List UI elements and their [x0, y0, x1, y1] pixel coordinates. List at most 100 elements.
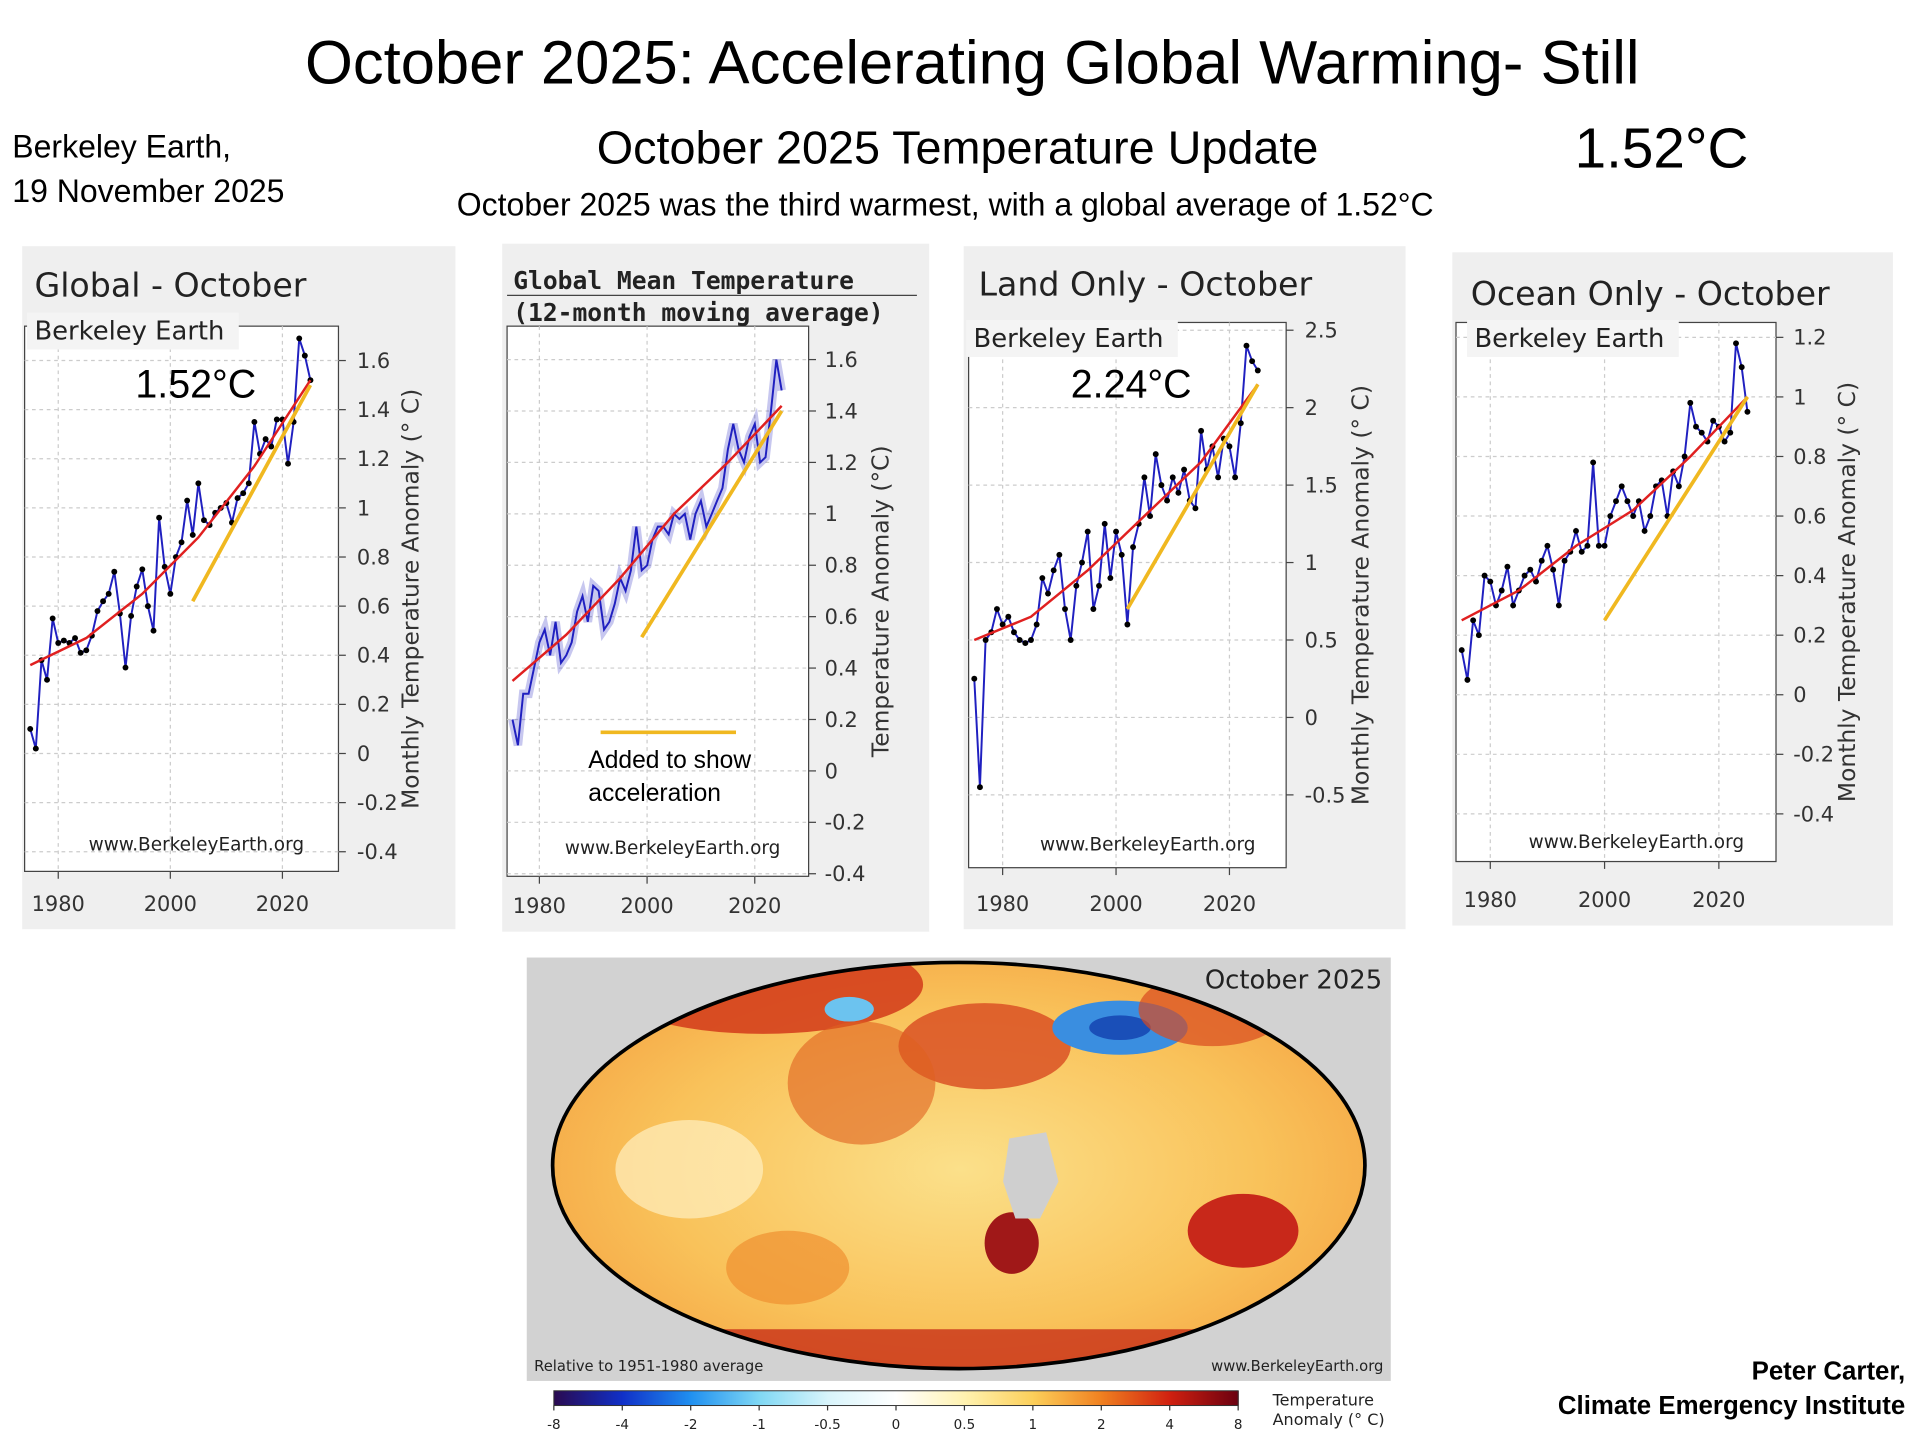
acceleration-line [191, 384, 313, 603]
data-point [1084, 528, 1091, 535]
y-tick-label: 0.8 [357, 545, 390, 569]
colorbar-segment [759, 1390, 829, 1406]
y-tick-label: 0.8 [825, 554, 858, 578]
data-point [1130, 544, 1137, 551]
y-tick-label: 1 [1793, 385, 1806, 409]
watermark: www.BerkeleyEarth.org [89, 834, 304, 855]
chart-title: Ocean Only - October [1471, 274, 1830, 313]
x-tick-label: 2000 [620, 894, 673, 918]
data-point [1555, 602, 1562, 609]
data-point [1118, 551, 1125, 558]
source-box [966, 320, 1178, 357]
y-axis-label: Monthly Temperature Anomaly (° C) [396, 389, 424, 809]
colorbar-segment [690, 1390, 760, 1406]
colorbar-tick-label: 0.5 [954, 1417, 976, 1433]
slide-title: October 2025: Accelerating Global Warmin… [305, 29, 1640, 98]
source-label: Berkeley Earth [974, 324, 1164, 354]
colorbar-tick-label: 4 [1165, 1417, 1174, 1433]
x-tick-label: 2020 [728, 894, 781, 918]
colorbar-tick-label: 2 [1097, 1417, 1106, 1433]
map-note: Relative to 1951-1980 average [534, 1358, 763, 1375]
data-point [60, 637, 67, 644]
data-point [150, 627, 157, 634]
map-title: October 2025 [1205, 965, 1382, 995]
map-outline [550, 960, 1367, 1371]
data-point [1607, 513, 1614, 520]
y-tick-label: 0.6 [357, 595, 390, 619]
data-point [1510, 602, 1517, 609]
data-point [1005, 613, 1012, 620]
colorbar-label: Anomaly (° C) [1273, 1410, 1385, 1429]
y-tick-label: 0.5 [1305, 628, 1338, 652]
data-point [296, 335, 303, 342]
colorbar-label: Temperature [1272, 1391, 1374, 1410]
y-tick-label: 0 [1793, 683, 1806, 707]
update-title: October 2025 Temperature Update [597, 122, 1319, 174]
colorbar-tick-label: -0.5 [814, 1417, 840, 1433]
y-tick-label: 1.6 [357, 349, 390, 373]
colorbar-segment [896, 1390, 966, 1406]
data-point [1033, 621, 1040, 628]
x-tick-label: 2020 [1692, 888, 1745, 912]
y-tick-label: -0.2 [1793, 743, 1834, 767]
colorbar-tick-label: -8 [547, 1417, 560, 1433]
y-tick-label: 0.2 [825, 708, 858, 732]
data-point [1215, 474, 1222, 481]
watermark: www.BerkeleyEarth.org [1040, 834, 1255, 855]
data-point [184, 497, 191, 504]
data-point [1687, 399, 1694, 406]
colorbar-tick-label: -2 [684, 1417, 697, 1433]
data-point [1096, 582, 1102, 589]
data-point [1464, 676, 1471, 683]
source-line: Berkeley Earth, [12, 129, 231, 165]
y-tick-label: -0.2 [825, 811, 866, 835]
data-point [1141, 474, 1148, 481]
data-point [1744, 408, 1751, 415]
data-point [1578, 548, 1585, 555]
data-point [201, 517, 207, 524]
source-box [1467, 320, 1679, 357]
colorbar-tick-label: 0 [892, 1417, 901, 1433]
x-tick-label: 1980 [976, 892, 1029, 916]
data-point [1584, 542, 1591, 549]
chart-title: Land Only - October [978, 264, 1312, 303]
acceleration-line [1602, 395, 1750, 622]
y-tick-label: 0 [357, 742, 370, 766]
data-point [1147, 513, 1154, 520]
y-tick-label: 0.4 [357, 644, 390, 668]
data-point [27, 725, 34, 732]
data-point [1101, 520, 1108, 527]
data-point [1613, 498, 1619, 505]
data-point [32, 745, 39, 752]
data-point [100, 598, 107, 605]
data-point [1595, 542, 1602, 549]
data-point [144, 603, 151, 610]
y-tick-label: 0.6 [1793, 504, 1826, 528]
colorbar-tick-label: -4 [616, 1417, 629, 1433]
data-point [167, 590, 174, 597]
data-point [1249, 358, 1256, 365]
data-point [1169, 474, 1176, 481]
y-tick-label: 1.6 [825, 348, 858, 372]
data-point [1527, 566, 1534, 573]
map-panel [526, 957, 1391, 1381]
trend-line [511, 405, 783, 682]
data-point [72, 635, 79, 642]
watermark: www.BerkeleyEarth.org [1211, 1358, 1383, 1375]
data-point [111, 568, 118, 575]
value-annotation: 1.52°C [135, 363, 256, 407]
data-point [240, 490, 247, 497]
data-point [1113, 528, 1119, 535]
watermark: www.BerkeleyEarth.org [565, 838, 780, 859]
data-point [83, 647, 90, 654]
data-point [994, 606, 1000, 612]
data-point [1039, 575, 1046, 581]
data-point [977, 784, 983, 791]
data-point [1573, 527, 1579, 534]
map-annotations: October 2025 Relative to 1951-1980 averag… [534, 965, 1384, 1433]
data-point [1475, 632, 1482, 639]
data-point [971, 675, 978, 682]
y-axis-label: Monthly Temperature Anomaly (° C) [1833, 382, 1861, 802]
